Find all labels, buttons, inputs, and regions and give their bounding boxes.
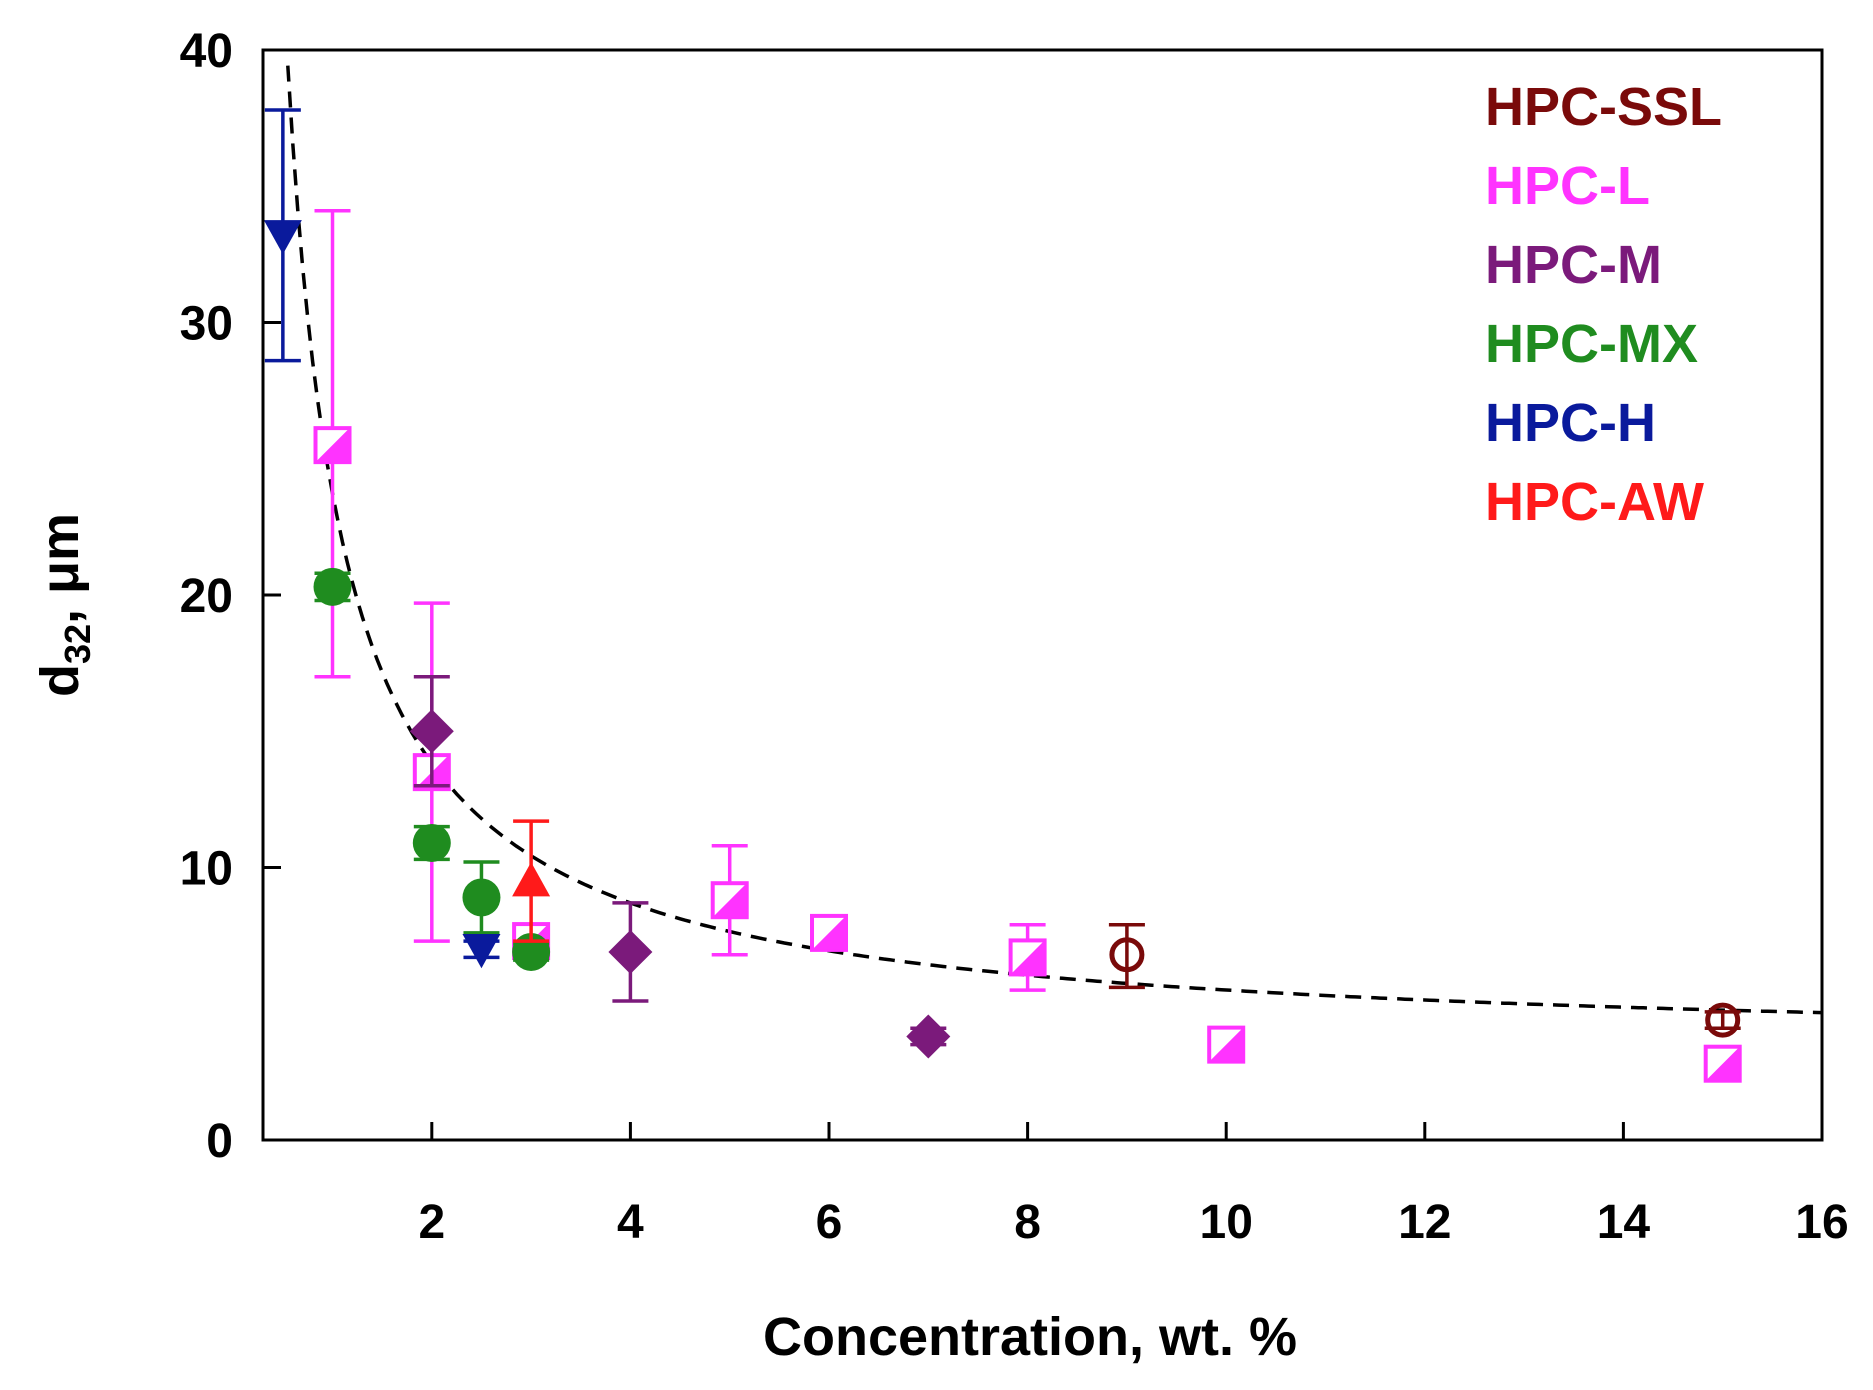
plot-frame <box>261 48 1824 1142</box>
data-point <box>462 860 501 935</box>
legend-entry: HPC-L <box>1485 156 1650 216</box>
data-point <box>906 1014 951 1059</box>
x-tick-label: 6 <box>816 1196 843 1249</box>
data-point <box>313 567 352 606</box>
data-point <box>313 209 352 679</box>
y-tick-label: 40 <box>180 25 233 78</box>
x-axis-title: Concentration, wt. % <box>763 1307 1297 1367</box>
x-tick-label: 4 <box>617 1196 644 1249</box>
svg-text:d32, μm: d32, μm <box>30 513 98 697</box>
data-point <box>412 823 451 862</box>
y-tick-label: 20 <box>180 570 233 623</box>
legend-entry: HPC-MX <box>1485 314 1698 374</box>
y-axis-title: d32, μm <box>30 513 98 697</box>
data-point <box>1008 922 1047 992</box>
data-point <box>1703 1044 1742 1083</box>
data-point <box>263 108 302 363</box>
data-point <box>1108 922 1145 990</box>
legend-entry: HPC-AW <box>1485 472 1704 532</box>
legend-entry: HPC-M <box>1485 235 1662 295</box>
legend: HPC-SSL HPC-L HPC-M HPC-MX HPC-H HPC-AW <box>1485 77 1722 532</box>
data-point <box>608 901 653 1003</box>
y-tick-label: 10 <box>180 843 233 896</box>
data-points-layer <box>263 108 1742 1083</box>
legend-entry: HPC-SSL <box>1485 77 1722 137</box>
x-tick-label: 14 <box>1597 1196 1651 1249</box>
tick-labels-layer: 2 4 6 8 10 12 14 16 0 10 20 30 40 <box>180 25 1849 1249</box>
data-point <box>512 819 551 943</box>
data-point <box>710 843 749 957</box>
x-tick-label: 12 <box>1398 1196 1451 1249</box>
data-point <box>810 913 849 952</box>
y-tick-label: 0 <box>206 1115 233 1168</box>
legend-entry: HPC-H <box>1485 393 1656 453</box>
data-point <box>462 934 501 969</box>
data-point <box>1704 1002 1741 1038</box>
y-axis-title-subscript: 32 <box>57 624 98 664</box>
x-tick-label: 16 <box>1795 1196 1848 1249</box>
y-axis-title-main: d <box>30 664 90 697</box>
y-tick-label: 30 <box>180 298 233 351</box>
data-point <box>1207 1025 1246 1064</box>
x-tick-label: 2 <box>418 1196 445 1249</box>
y-axis-title-unit: , μm <box>30 513 90 624</box>
data-point <box>409 675 454 788</box>
x-tick-label: 8 <box>1014 1196 1041 1249</box>
fit-curve-layer <box>286 65 1823 1015</box>
fit-curve <box>286 65 1823 1015</box>
x-tick-label: 10 <box>1200 1196 1253 1249</box>
